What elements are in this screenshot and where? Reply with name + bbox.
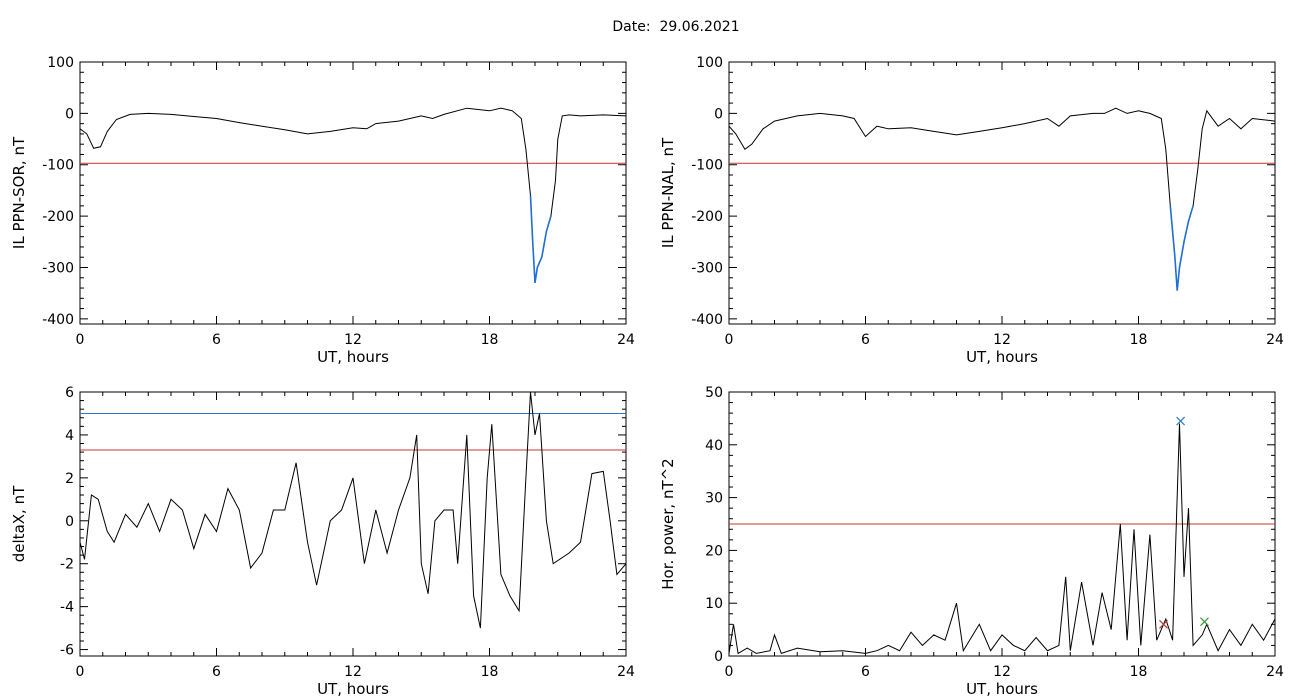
panel-il-ppn-sor: 0 6 12 18 24 100 0 -100 -200 -300 -400 UT, hours IL …	[10, 55, 635, 366]
y-tick-label: -400	[42, 312, 74, 328]
y-tick-label: -200	[42, 209, 74, 225]
y-axis-label: IL PPN-SOR, nT	[10, 136, 28, 249]
series-highlight	[529, 195, 552, 284]
y-axis-label: deltaX, nT	[10, 485, 28, 562]
marker-stroke	[1159, 619, 1168, 629]
series-line	[729, 107, 1275, 291]
marker-green	[1200, 617, 1209, 627]
y-tick-label: -200	[691, 209, 723, 225]
x-axis-label: UT, hours	[966, 348, 1038, 366]
y-tick-label: -300	[691, 260, 723, 276]
x-axis-label: UT, hours	[317, 348, 389, 366]
x-tick-label: 24	[1266, 332, 1284, 348]
series-highlight	[1169, 205, 1194, 291]
x-tick-label: 12	[993, 664, 1011, 680]
y-tick-label: 10	[705, 596, 723, 612]
x-tick-label: 18	[1130, 332, 1148, 348]
plot-frame	[728, 61, 1276, 325]
y-tick-label: -100	[691, 158, 723, 174]
series-line	[729, 423, 1275, 655]
plot-frame	[79, 61, 627, 325]
page-title: Date: 29.06.2021	[612, 19, 740, 35]
y-tick-label: 50	[705, 385, 723, 401]
x-tick-label: 12	[993, 332, 1011, 348]
x-tick-label: 12	[344, 332, 362, 348]
y-tick-label: 40	[705, 438, 723, 454]
y-tick-label: 30	[705, 491, 723, 507]
x-tick-label: 18	[481, 332, 499, 348]
y-tick-label: -2	[60, 557, 74, 573]
panel-hor-power: 0 6 12 18 24 50 40 30 20 10 0 UT, hours Hor. power, …	[659, 385, 1284, 698]
x-tick-label: 0	[76, 664, 85, 680]
y-tick-label: 0	[65, 514, 74, 530]
series-line	[80, 107, 626, 283]
marker-stroke	[1200, 617, 1209, 627]
x-tick-label: 6	[861, 332, 870, 348]
panel-il-ppn-nal: 0 6 12 18 24 100 0 -100 -200 -300 -400 UT, hours IL …	[659, 55, 1284, 366]
y-tick-label: 2	[65, 471, 74, 487]
y-tick-label: 0	[714, 649, 723, 665]
y-axis-label: Hor. power, nT^2	[659, 458, 677, 589]
x-tick-label: 18	[1130, 664, 1148, 680]
x-tick-label: 0	[725, 664, 734, 680]
marker-red	[1159, 619, 1168, 629]
marker-blue	[1176, 416, 1186, 426]
x-tick-label: 24	[617, 664, 635, 680]
x-tick-label: 24	[617, 332, 635, 348]
x-axis-label: UT, hours	[966, 680, 1038, 698]
panel-deltax: 0 6 12 18 24 6 4 2 0 -2 -4 -6 UT, hours deltaX, nT	[10, 385, 635, 698]
x-tick-label: 6	[861, 664, 870, 680]
y-tick-label: -4	[60, 600, 74, 616]
y-tick-label: 0	[65, 106, 74, 122]
y-tick-label: -300	[42, 260, 74, 276]
y-tick-label: 0	[714, 106, 723, 122]
x-tick-label: 0	[725, 332, 734, 348]
x-tick-label: 0	[76, 332, 85, 348]
x-tick-label: 12	[344, 664, 362, 680]
y-axis-label: IL PPN-NAL, nT	[659, 137, 677, 248]
x-axis-label: UT, hours	[317, 680, 389, 698]
y-tick-label: -400	[691, 312, 723, 328]
y-tick-label: 4	[65, 428, 74, 444]
x-tick-label: 24	[1266, 664, 1284, 680]
y-tick-label: -100	[42, 158, 74, 174]
y-tick-label: -6	[60, 643, 74, 659]
x-tick-label: 6	[212, 664, 221, 680]
x-tick-label: 6	[212, 332, 221, 348]
y-tick-label: 6	[65, 385, 74, 401]
series-line	[80, 392, 626, 629]
y-tick-label: 100	[696, 55, 723, 71]
x-tick-label: 18	[481, 664, 499, 680]
y-tick-label: 20	[705, 543, 723, 559]
y-tick-label: 100	[47, 55, 74, 71]
marker-stroke	[1176, 416, 1186, 426]
